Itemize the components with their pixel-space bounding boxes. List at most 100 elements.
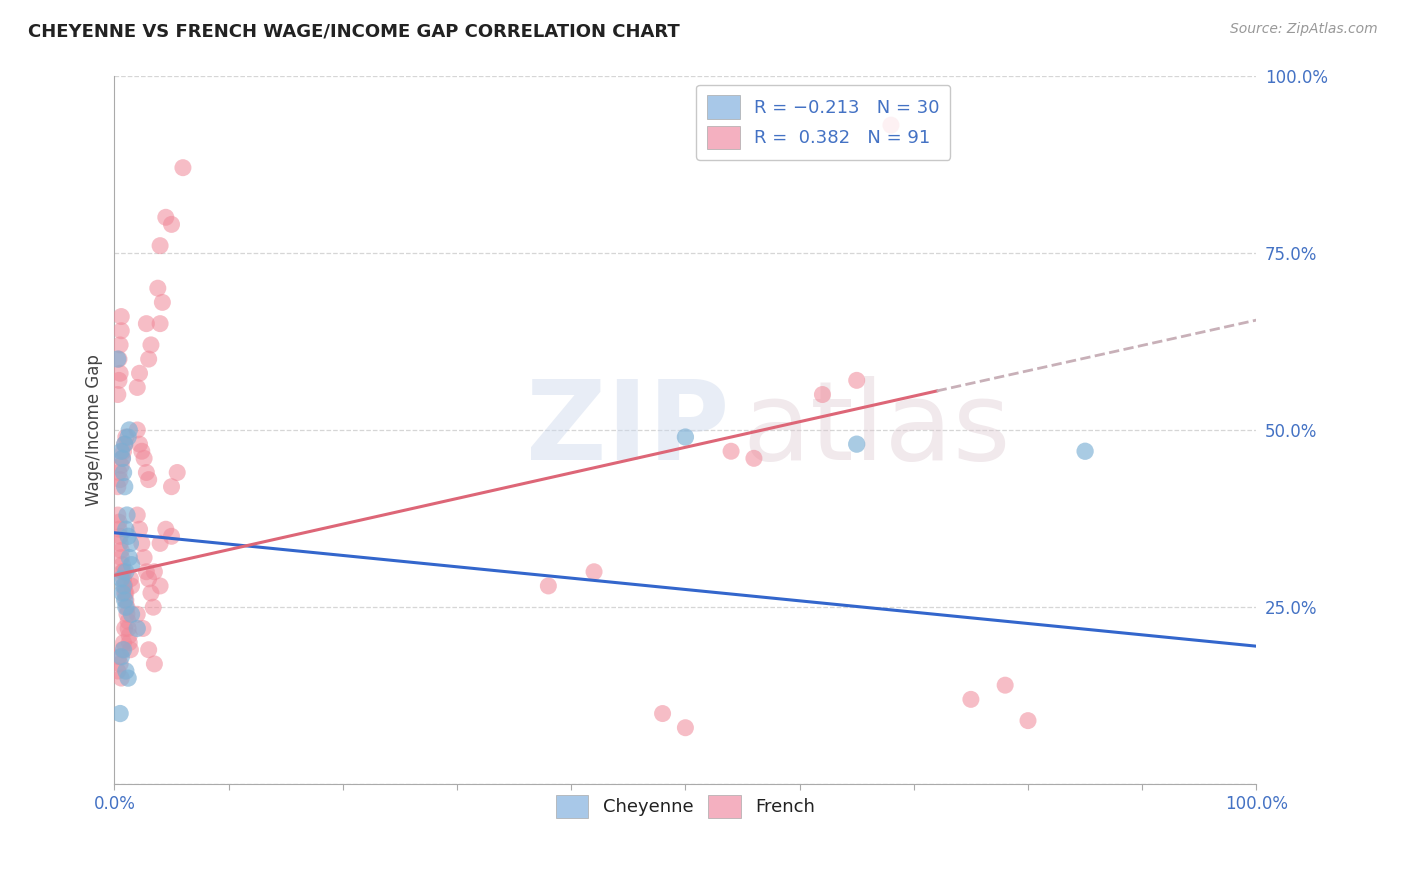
Point xyxy=(132,550,155,565)
Point xyxy=(108,466,131,480)
Text: Source: ZipAtlas.com: Source: ZipAtlas.com xyxy=(1230,22,1378,37)
Point xyxy=(135,466,157,480)
Point xyxy=(138,473,160,487)
Point xyxy=(108,522,131,536)
Point xyxy=(110,444,132,458)
Point xyxy=(112,572,135,586)
Point xyxy=(138,352,160,367)
Point xyxy=(1017,714,1039,728)
Point xyxy=(127,607,149,622)
Point xyxy=(845,437,868,451)
Point xyxy=(139,586,162,600)
Point xyxy=(110,310,132,324)
Point xyxy=(742,451,765,466)
Point xyxy=(112,565,135,579)
Point xyxy=(111,558,134,572)
Point xyxy=(880,118,903,132)
Point xyxy=(143,657,166,671)
Point xyxy=(1074,444,1097,458)
Point xyxy=(117,622,139,636)
Point xyxy=(115,607,138,622)
Point xyxy=(142,600,165,615)
Point xyxy=(111,451,134,466)
Point xyxy=(110,324,132,338)
Point xyxy=(110,671,132,685)
Point xyxy=(114,579,136,593)
Point xyxy=(135,317,157,331)
Point xyxy=(960,692,983,706)
Point xyxy=(583,565,606,579)
Point xyxy=(114,600,136,615)
Point xyxy=(149,238,172,252)
Point xyxy=(114,430,136,444)
Point xyxy=(132,451,155,466)
Point xyxy=(114,593,136,607)
Point xyxy=(114,565,136,579)
Point xyxy=(117,529,139,543)
Point xyxy=(107,508,129,522)
Point xyxy=(149,536,172,550)
Point xyxy=(115,508,138,522)
Point xyxy=(537,579,560,593)
Point xyxy=(111,565,134,579)
Point xyxy=(114,437,136,451)
Point xyxy=(118,635,141,649)
Point xyxy=(131,444,153,458)
Text: ZIP: ZIP xyxy=(526,376,728,483)
Point xyxy=(108,649,131,664)
Point xyxy=(120,572,142,586)
Point xyxy=(127,423,149,437)
Point xyxy=(108,338,131,352)
Point xyxy=(108,536,131,550)
Point xyxy=(112,635,135,649)
Point xyxy=(114,522,136,536)
Point xyxy=(160,218,183,232)
Point xyxy=(155,211,177,225)
Point xyxy=(108,473,131,487)
Point xyxy=(127,380,149,394)
Point xyxy=(994,678,1017,692)
Point xyxy=(111,642,134,657)
Point xyxy=(128,366,150,380)
Point xyxy=(110,458,132,473)
Point xyxy=(155,522,177,536)
Point xyxy=(720,444,742,458)
Point xyxy=(114,622,136,636)
Point xyxy=(117,615,139,629)
Point xyxy=(114,664,136,678)
Point xyxy=(108,706,131,721)
Point xyxy=(138,572,160,586)
Point xyxy=(146,281,169,295)
Point xyxy=(127,508,149,522)
Point xyxy=(128,437,150,451)
Point xyxy=(114,586,136,600)
Text: CHEYENNE VS FRENCH WAGE/INCOME GAP CORRELATION CHART: CHEYENNE VS FRENCH WAGE/INCOME GAP CORRE… xyxy=(28,22,681,40)
Point xyxy=(172,161,194,175)
Point xyxy=(114,593,136,607)
Point xyxy=(114,480,136,494)
Point xyxy=(651,706,673,721)
Point xyxy=(149,579,172,593)
Point xyxy=(131,536,153,550)
Point xyxy=(107,664,129,678)
Point xyxy=(135,565,157,579)
Point xyxy=(121,579,143,593)
Point xyxy=(118,550,141,565)
Point xyxy=(110,543,132,558)
Point xyxy=(138,642,160,657)
Point xyxy=(111,586,134,600)
Point xyxy=(111,451,134,466)
Point xyxy=(143,565,166,579)
Point xyxy=(112,444,135,458)
Point xyxy=(110,572,132,586)
Point xyxy=(107,480,129,494)
Point xyxy=(108,366,131,380)
Point xyxy=(108,657,131,671)
Point xyxy=(110,550,132,565)
Legend: Cheyenne, French: Cheyenne, French xyxy=(548,788,823,825)
Point xyxy=(112,642,135,657)
Point xyxy=(160,529,183,543)
Point xyxy=(121,558,143,572)
Point xyxy=(117,671,139,685)
Point xyxy=(114,437,136,451)
